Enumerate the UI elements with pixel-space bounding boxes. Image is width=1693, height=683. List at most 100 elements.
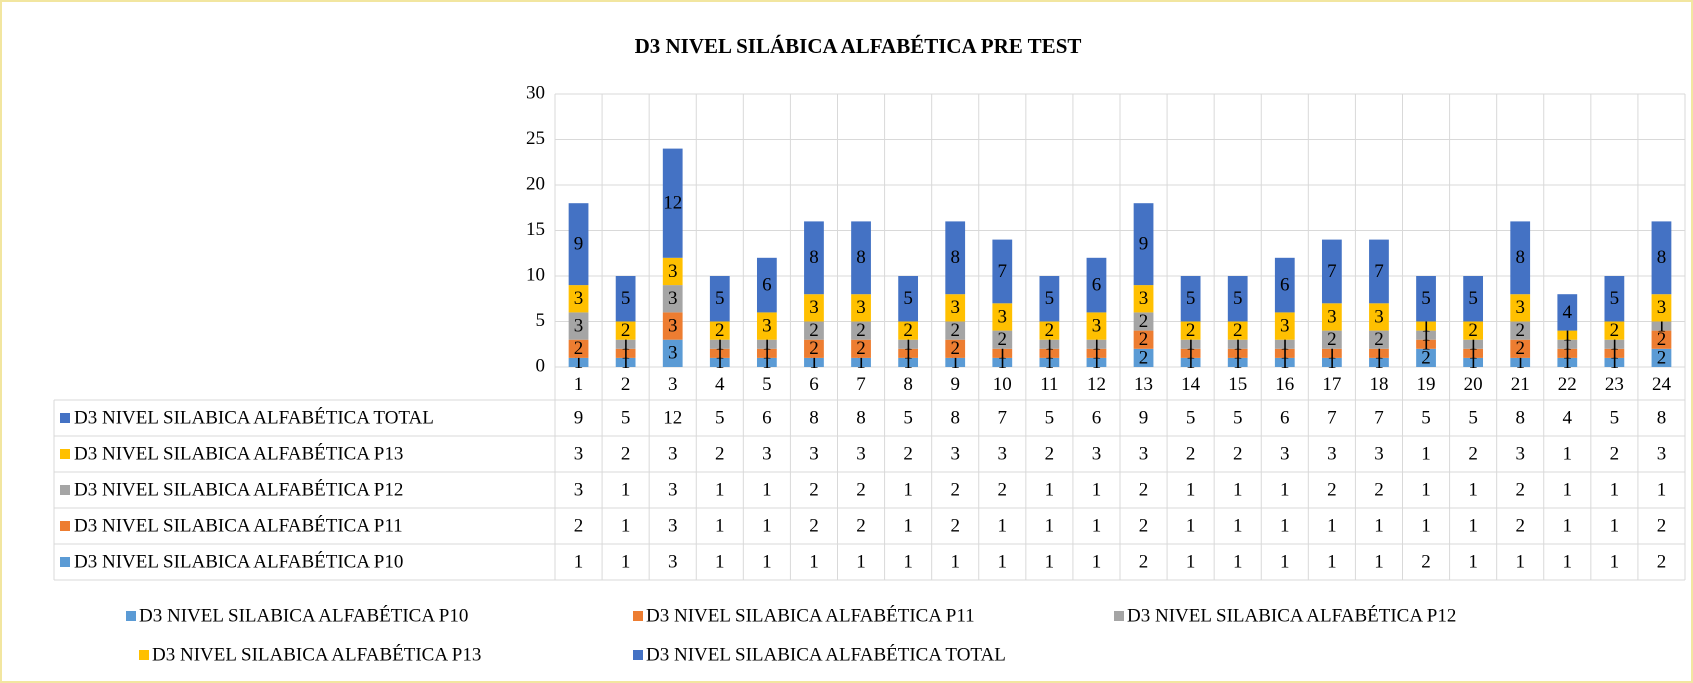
data-label: 1: [1468, 334, 1478, 355]
table-cell: 7: [1374, 407, 1384, 428]
bar-segment: [1227, 321, 1248, 340]
data-label: 1: [903, 352, 913, 373]
bar-segment: [1180, 321, 1201, 340]
table-cell: 5: [715, 407, 725, 428]
legend-label: D3 NIVEL SILABICA ALFABÉTICA P11: [646, 604, 975, 626]
data-label: 2: [1610, 320, 1620, 341]
row-header: D3 NIVEL SILABICA ALFABÉTICA P13: [74, 442, 403, 464]
data-label: 3: [668, 288, 678, 309]
legend-key: [60, 485, 70, 495]
data-label: 3: [950, 297, 960, 318]
data-label: 2: [1468, 320, 1478, 341]
data-label: 1: [762, 352, 772, 373]
table-cell: 8: [1515, 407, 1525, 428]
bar-segment: [1463, 321, 1484, 340]
bar-segment: [756, 339, 777, 349]
data-label: 2: [1515, 320, 1525, 341]
x-tick-label: 1: [574, 374, 584, 395]
bar-segment: [1227, 348, 1248, 358]
bar-segment: [1651, 330, 1672, 349]
table-cell: 1: [1421, 443, 1431, 464]
table-cell: 5: [903, 407, 913, 428]
x-tick-label: 15: [1228, 374, 1247, 395]
table-cell: 2: [856, 479, 866, 500]
table-cell: 1: [1233, 479, 1243, 500]
table-cell: 1: [1515, 551, 1525, 572]
data-label: 1: [574, 352, 584, 373]
table-cell: 2: [1327, 479, 1337, 500]
bar-segment: [1510, 357, 1531, 367]
table-cell: 1: [1563, 443, 1573, 464]
data-label: 2: [998, 329, 1008, 350]
data-label: 8: [809, 247, 819, 268]
data-label: 3: [574, 288, 584, 309]
table-cell: 1: [715, 479, 725, 500]
data-label: 1: [1610, 334, 1620, 355]
data-label: 1: [1186, 343, 1196, 364]
data-label: 2: [809, 338, 819, 359]
table-cell: 3: [1139, 443, 1149, 464]
data-label: 1: [1374, 352, 1384, 373]
bar-segment: [1321, 303, 1342, 331]
table-cell: 1: [950, 551, 960, 572]
bar-segment: [1604, 276, 1625, 322]
bar-segment: [568, 312, 589, 340]
row-header: D3 NIVEL SILABICA ALFABÉTICA P11: [74, 514, 403, 536]
data-label: 2: [1186, 320, 1196, 341]
table-cell: 1: [621, 479, 631, 500]
data-label: 3: [574, 315, 584, 336]
table-cell: 1: [1327, 515, 1337, 536]
table-cell: 2: [809, 515, 819, 536]
data-label: 3: [668, 315, 678, 336]
bar-segment: [1510, 339, 1531, 358]
table-cell: 3: [1657, 443, 1667, 464]
bar-segment: [898, 321, 919, 340]
data-label: 2: [1657, 347, 1667, 368]
bar-segment: [756, 348, 777, 358]
data-label: 1: [1610, 352, 1620, 373]
table-cell: 1: [1186, 551, 1196, 572]
bar-segment: [898, 276, 919, 322]
bar-segment: [804, 221, 824, 295]
legend-key: [139, 650, 149, 660]
table-cell: 1: [574, 551, 584, 572]
data-label: 5: [1468, 288, 1478, 309]
data-label: 8: [856, 247, 866, 268]
bar-segment: [1651, 294, 1672, 322]
bar-segment: [1321, 357, 1342, 367]
table-cell: 1: [1280, 515, 1290, 536]
x-tick-label: 22: [1558, 374, 1577, 395]
bar-segment: [1133, 203, 1154, 286]
data-label: 3: [998, 306, 1008, 327]
table-cell: 1: [762, 551, 772, 572]
data-label: 5: [1233, 288, 1243, 309]
bar-segment: [1651, 221, 1672, 295]
table-cell: 1: [715, 551, 725, 572]
bar-segment: [568, 203, 589, 286]
bar-segment: [1086, 312, 1107, 340]
data-label: 1: [903, 334, 913, 355]
bar-segment: [851, 221, 871, 295]
data-label: 5: [1045, 288, 1055, 309]
x-tick-label: 8: [903, 374, 913, 395]
y-tick-label: 30: [526, 82, 545, 103]
data-label: 1: [621, 352, 631, 373]
data-label: 1: [856, 352, 866, 373]
data-label: 1: [1280, 343, 1290, 364]
table-cell: 2: [1374, 479, 1384, 500]
bar-segment: [1416, 330, 1436, 340]
bar-segment: [1369, 239, 1389, 304]
bar-segment: [662, 148, 683, 258]
data-label: 2: [1327, 329, 1337, 350]
y-tick-label: 20: [526, 173, 545, 194]
data-label: 1: [1327, 352, 1337, 373]
x-tick-label: 6: [809, 374, 819, 395]
table-cell: 3: [950, 443, 960, 464]
data-label: 1: [1468, 343, 1478, 364]
bar-segment: [1039, 348, 1060, 358]
data-label: 1: [621, 334, 631, 355]
table-cell: 3: [574, 443, 584, 464]
table-cell: 3: [1280, 443, 1290, 464]
table-cell: 1: [1233, 515, 1243, 536]
bar-segment: [662, 257, 683, 286]
